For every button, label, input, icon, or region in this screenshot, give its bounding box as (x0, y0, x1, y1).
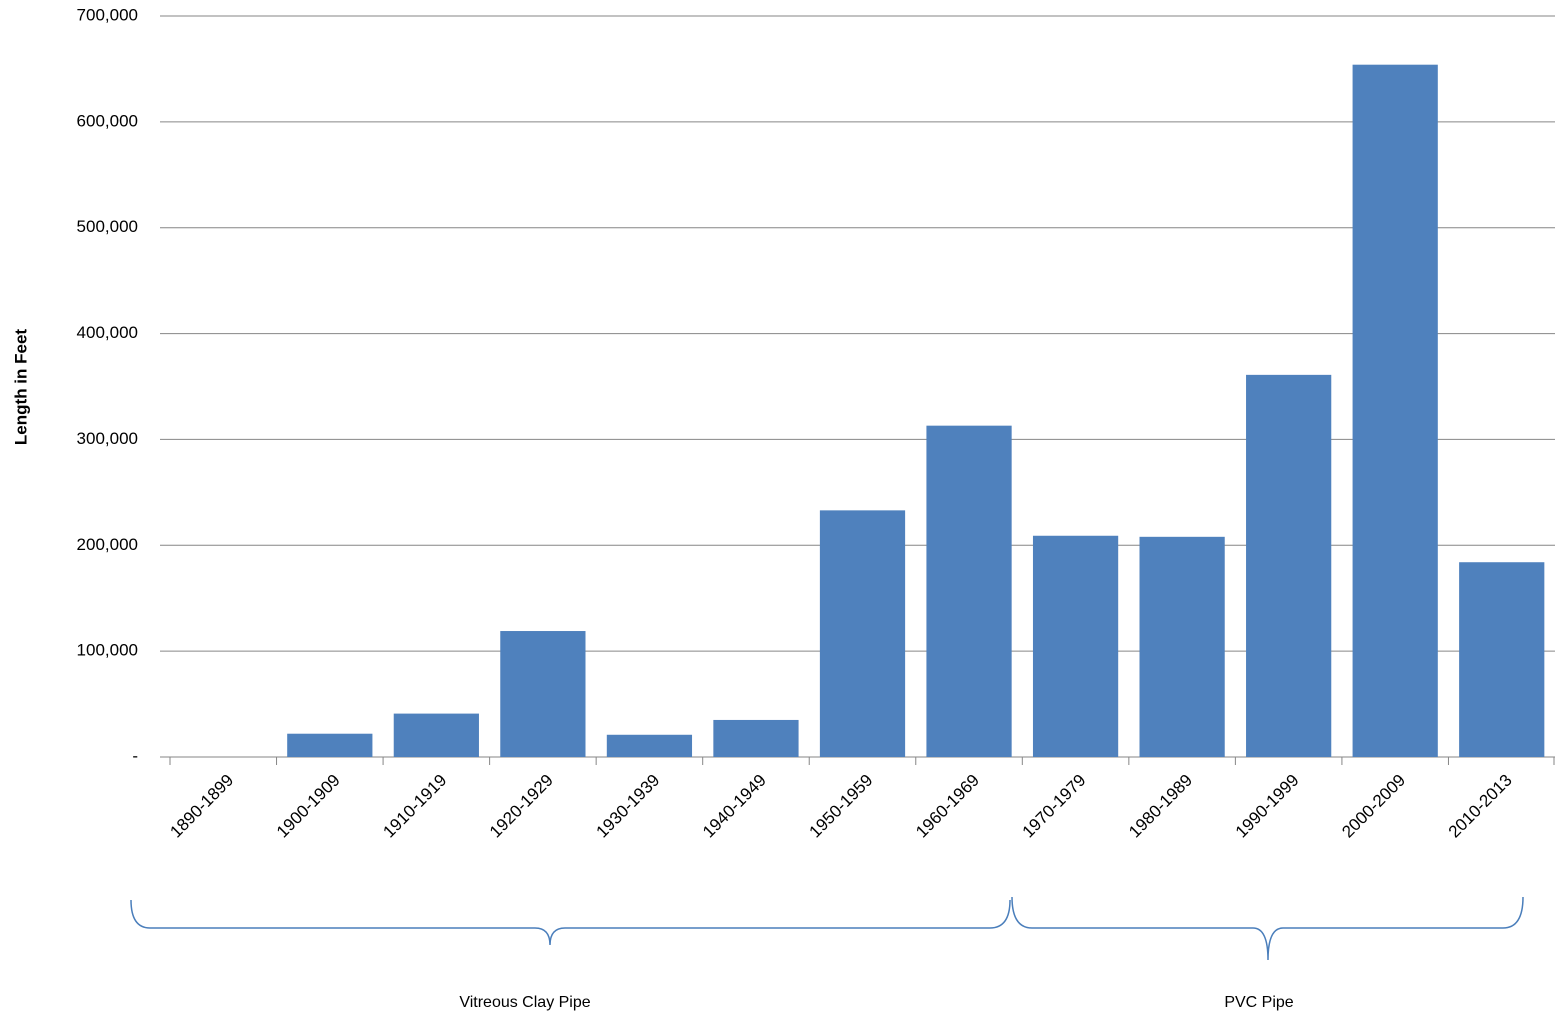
x-tick-label: 1940-1949 (699, 771, 770, 842)
y-tick-label: 700,000 (77, 5, 138, 24)
x-tick-label: 1910-1919 (379, 771, 450, 842)
x-tick-label: 1920-1929 (486, 771, 557, 842)
y-tick-label: 100,000 (77, 641, 138, 660)
x-tick-label: 1930-1939 (592, 771, 663, 842)
bar (606, 734, 693, 757)
x-tick-label: 1900-1909 (273, 771, 344, 842)
bar (1139, 536, 1225, 757)
bar (500, 631, 586, 757)
annotation: Vitreous Clay Pipe (459, 994, 590, 1011)
x-tick-label: 1980-1989 (1125, 771, 1196, 842)
x-tick-label: 1970-1979 (1019, 771, 1090, 842)
bar (926, 425, 1012, 757)
y-tick-label: 200,000 (77, 535, 138, 554)
x-tick-label: 1950-1959 (806, 771, 877, 842)
brace (1011, 896, 1524, 961)
y-tick-label: 400,000 (77, 323, 138, 342)
bar (287, 733, 373, 757)
bar (1352, 64, 1438, 758)
x-tick-label: 1960-1969 (912, 771, 983, 842)
y-axis-title: Length in Feet (11, 329, 30, 446)
bar (713, 719, 799, 757)
x-tick-label: 1990-1999 (1232, 771, 1303, 842)
bar (1246, 374, 1332, 757)
x-tick-label: 1890-1899 (166, 771, 237, 842)
bar (1032, 535, 1119, 757)
x-tick-label: 2010-2013 (1445, 771, 1516, 842)
y-tick-label: 300,000 (77, 429, 138, 448)
brace (130, 899, 1011, 946)
annotation: PVC Pipe (1224, 994, 1293, 1011)
y-tick-label: 600,000 (77, 111, 138, 130)
bar (393, 713, 479, 757)
x-tick-label: 2000-2009 (1338, 771, 1409, 842)
bar (1459, 562, 1545, 757)
y-tick-label: - (132, 746, 138, 765)
y-tick-label: 500,000 (77, 217, 138, 236)
bar (819, 510, 906, 757)
